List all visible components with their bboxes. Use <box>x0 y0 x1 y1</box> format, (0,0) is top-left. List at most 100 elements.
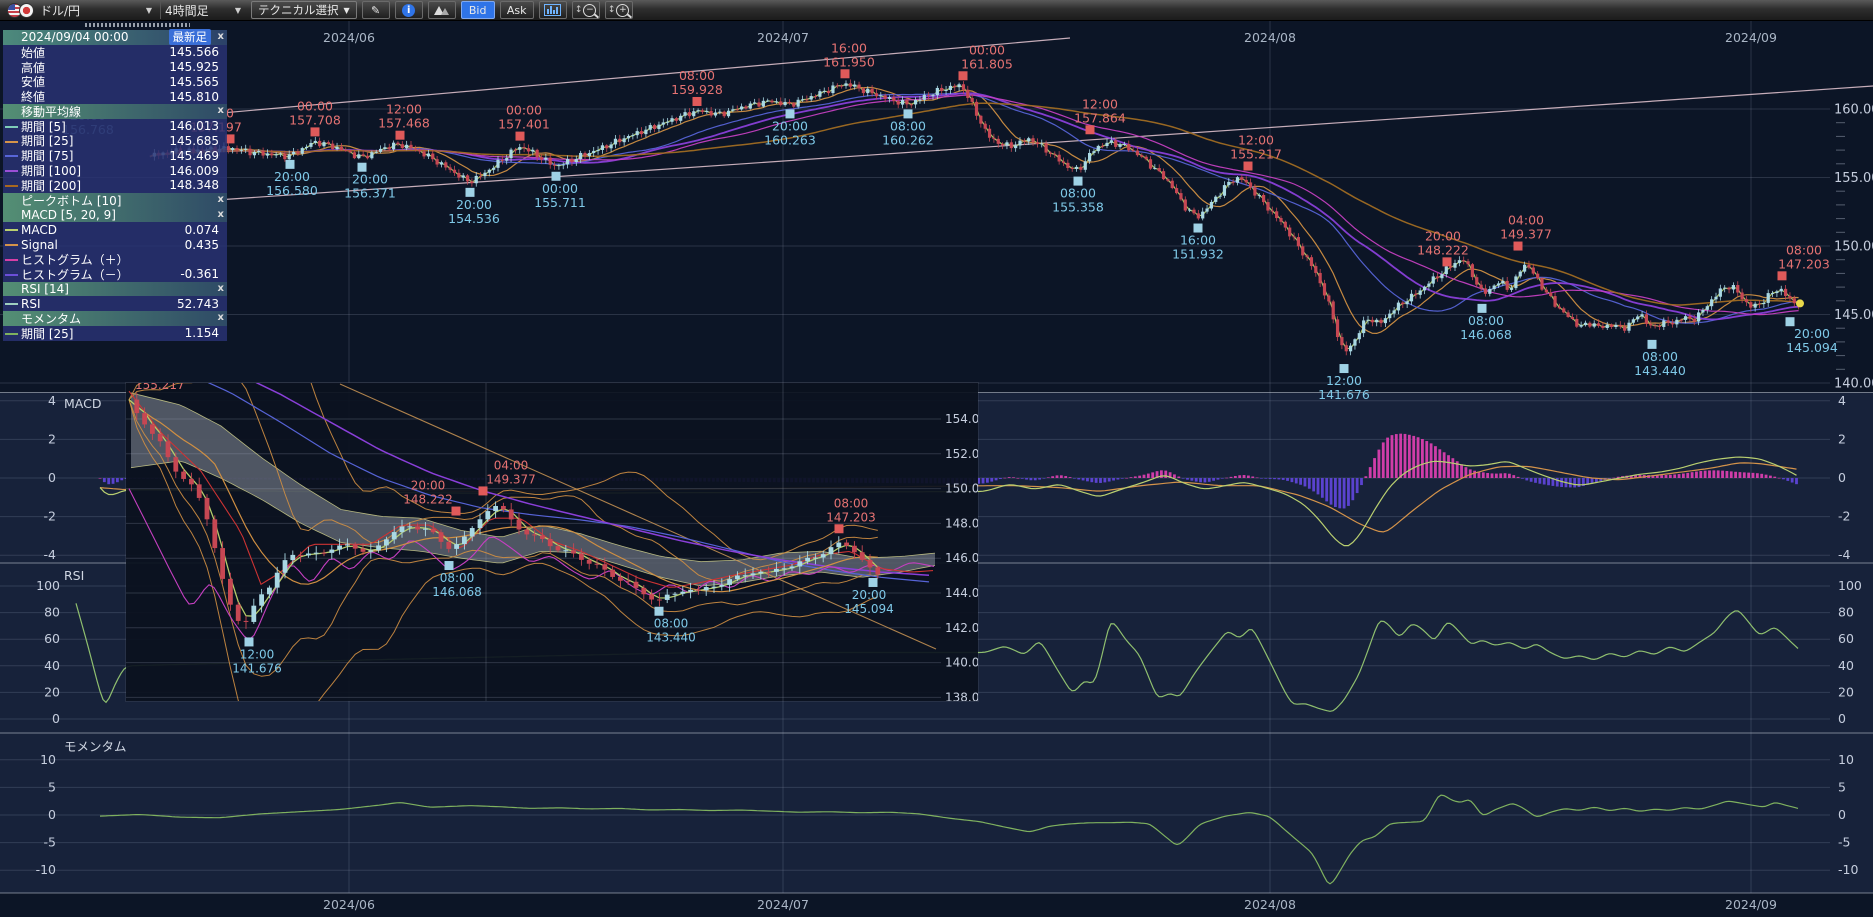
bottom-marker <box>551 171 561 181</box>
close-icon[interactable]: x <box>217 282 224 294</box>
technical-select-button[interactable]: テクニカル選択 ▼ <box>251 1 357 19</box>
zoom-out-button[interactable]: ↕ − <box>571 1 600 19</box>
series-color-swatch <box>5 332 18 335</box>
indicator-label: 期間 [25] <box>21 326 74 341</box>
svg-text:モメンタム: モメンタム <box>64 739 127 754</box>
svg-text:2024/06: 2024/06 <box>323 897 375 912</box>
peak-marker <box>840 69 850 79</box>
ask-label: Ask <box>506 3 527 17</box>
svg-text:146.0: 146.0 <box>945 551 978 565</box>
chevron-down-icon: ▼ <box>145 5 152 15</box>
svg-text:142.0: 142.0 <box>945 621 978 635</box>
svg-text:2024/07: 2024/07 <box>757 30 809 45</box>
svg-text:08:00: 08:00 <box>1060 186 1096 201</box>
ask-button[interactable]: Ask <box>499 1 534 19</box>
indicator-label: ヒストグラム（－） <box>21 267 129 282</box>
indicator-value: 148.348 <box>169 178 219 193</box>
svg-text:12:00: 12:00 <box>240 647 275 661</box>
close-icon[interactable]: x <box>217 208 224 220</box>
pencil-icon: ✎ <box>371 3 381 17</box>
candle-fit-button[interactable] <box>538 1 567 19</box>
peak-marker <box>1243 161 1253 171</box>
info-button[interactable]: i <box>394 1 423 19</box>
bottom-marker <box>465 187 475 197</box>
svg-text:146.068: 146.068 <box>432 585 482 599</box>
indicator-value: 0.074 <box>184 222 219 237</box>
svg-text:156.371: 156.371 <box>344 186 396 201</box>
indicator-label: 高値 <box>21 60 46 75</box>
svg-text:0: 0 <box>52 711 60 726</box>
svg-text:20:00: 20:00 <box>1794 326 1830 341</box>
peak-marker <box>1513 241 1523 251</box>
indicator-label: 期間 [100] <box>21 164 82 179</box>
svg-text:16:00: 16:00 <box>1180 233 1216 248</box>
svg-text:161.950: 161.950 <box>823 54 875 69</box>
svg-text:2: 2 <box>1838 431 1846 446</box>
indicator-label: 期間 [200] <box>21 178 82 193</box>
svg-text:0: 0 <box>48 807 56 822</box>
bid-button[interactable]: Bid <box>460 1 495 19</box>
indicator-value-row: ヒストグラム（＋） <box>3 251 227 267</box>
zoom-in-button[interactable]: ↕ + <box>604 1 633 19</box>
indicator-value-row: RSI 52.743 <box>3 296 227 312</box>
close-icon[interactable]: x <box>217 193 224 205</box>
timeframe-label: 4時間足 <box>165 3 209 18</box>
chevron-down-icon: ▼ <box>234 5 241 15</box>
close-icon[interactable]: x <box>217 312 224 324</box>
info-panel-header: 2024/09/04 00:00 最新足 x <box>3 29 227 46</box>
technical-select-label: テクニカル選択 <box>258 3 339 17</box>
svg-text:154.536: 154.536 <box>448 211 500 226</box>
indicator-value: 146.013 <box>169 119 219 134</box>
currency-pair-select[interactable]: ドル/円 ▼ <box>0 1 156 19</box>
svg-text:143.440: 143.440 <box>1634 363 1686 378</box>
svg-text:155.358: 155.358 <box>1052 200 1104 215</box>
svg-text:155.217: 155.217 <box>135 383 185 392</box>
svg-text:0: 0 <box>1838 470 1846 485</box>
svg-text:149.377: 149.377 <box>486 472 536 486</box>
indicator-value-row: 終値 145.810 <box>3 89 227 104</box>
timeframe-select[interactable]: 4時間足 ▼ <box>160 1 245 19</box>
zoom-inset-window[interactable]: 154.0 152.0 150.0 148.0 146.0 144.0 142.0 140.0… <box>125 382 979 702</box>
close-icon[interactable]: x <box>217 31 224 42</box>
chart-type-button[interactable] <box>427 1 456 19</box>
draw-pencil-button[interactable]: ✎ <box>361 1 390 19</box>
indicator-value: -0.361 <box>180 267 219 282</box>
svg-text:2024/09: 2024/09 <box>1725 897 1777 912</box>
indicator-label: 始値 <box>21 45 46 60</box>
svg-text:156.580: 156.580 <box>266 183 318 198</box>
close-icon[interactable]: x <box>217 104 224 116</box>
vertical-arrows-icon: ↕ <box>607 5 616 15</box>
svg-text:08:00: 08:00 <box>440 571 475 585</box>
indicator-value: 145.925 <box>169 59 219 74</box>
svg-text:2024/08: 2024/08 <box>1244 897 1296 912</box>
bottom-marker <box>285 159 295 169</box>
svg-text:00:00: 00:00 <box>506 103 542 118</box>
peak-marker <box>1442 257 1452 267</box>
svg-text:20:00: 20:00 <box>1425 228 1461 243</box>
indicator-section-header: モメンタム x <box>3 311 227 326</box>
svg-text:0: 0 <box>1838 807 1846 822</box>
svg-text:08:00: 08:00 <box>654 617 689 631</box>
svg-text:08:00: 08:00 <box>890 118 926 133</box>
svg-text:148.222: 148.222 <box>403 493 453 507</box>
chart-scrub-strip[interactable] <box>85 23 190 27</box>
bottom-marker <box>654 606 664 616</box>
indicator-section-header: RSI [14] x <box>3 281 227 297</box>
vertical-arrows-icon: ↕ <box>574 5 583 15</box>
svg-text:144.0: 144.0 <box>945 586 978 600</box>
svg-text:4: 4 <box>1838 393 1846 408</box>
bottom-marker <box>903 109 913 119</box>
peak-marker <box>225 134 235 144</box>
indicator-value-row: 高値 145.925 <box>3 59 227 75</box>
svg-text:00:00: 00:00 <box>969 42 1005 57</box>
peak-bottom-annotations: 00:00157.19700:00157.70812:00157.46800:0… <box>62 40 1838 402</box>
svg-text:2024/08: 2024/08 <box>1244 30 1296 45</box>
svg-text:2024/07: 2024/07 <box>757 897 809 912</box>
svg-text:160.263: 160.263 <box>764 132 816 147</box>
current-price-dot <box>1796 299 1804 308</box>
svg-text:100: 100 <box>1838 578 1862 593</box>
svg-text:141.676: 141.676 <box>232 661 282 675</box>
series-color-swatch <box>5 303 18 306</box>
peak-marker <box>1777 271 1787 281</box>
